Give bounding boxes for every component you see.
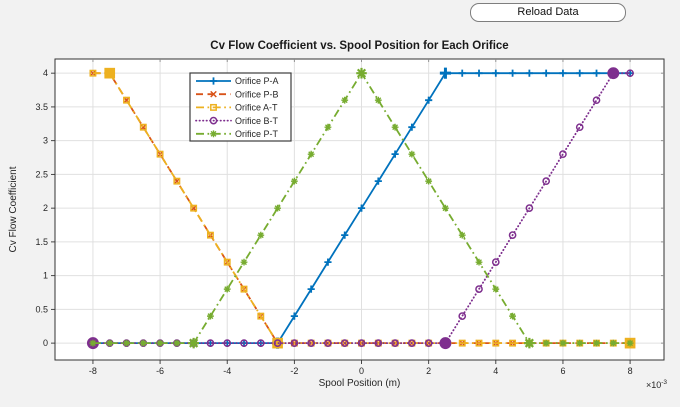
legend-item-orifice-a-t: Orifice A-T [196,103,278,113]
legend-label: Orifice P-B [235,89,279,99]
plot-area [55,59,664,360]
y-axis-label: Cv Flow Coefficient [8,166,19,252]
x-axis-label: Spool Position (m) [319,378,401,389]
svg-text:8: 8 [628,366,633,376]
svg-text:2: 2 [426,366,431,376]
series-orifice-p-t [89,67,634,349]
svg-text:6: 6 [560,366,565,376]
tick-marks [51,59,664,364]
svg-text:3: 3 [43,136,48,146]
tick-labels: -8 -6 -4 -2 0 2 4 6 8 0 0.5 1 1.5 2 2.5 3 3.5 4 [35,68,632,376]
svg-text:0: 0 [359,366,364,376]
svg-text:4: 4 [43,68,48,78]
svg-text:-8: -8 [89,366,97,376]
legend: Orifice P-A Orifice P-B Orifice A-T Orifice… [189,72,292,142]
reload-data-button[interactable]: Reload Data [470,3,626,22]
svg-text:3.5: 3.5 [35,102,48,112]
axes-box [54,58,665,361]
svg-text:0: 0 [43,338,48,348]
legend-label: Orifice P-T [235,129,279,139]
svg-text:4: 4 [493,366,498,376]
legend-box [189,72,292,142]
legend-label: Orifice A-T [235,103,278,113]
legend-label: Orifice P-A [235,76,279,86]
svg-text:2.5: 2.5 [35,169,48,179]
svg-text:-2: -2 [290,366,298,376]
svg-text:1: 1 [43,271,48,281]
svg-text:-4: -4 [223,366,231,376]
chart-title: Cv Flow Coefficient vs. Spool Position f… [210,40,508,52]
legend-item-orifice-p-b: Orifice P-B [196,89,279,99]
svg-text:-6: -6 [156,366,164,376]
legend-label: Orifice B-T [235,116,279,126]
svg-text:0.5: 0.5 [35,304,48,314]
svg-text:1.5: 1.5 [35,237,48,247]
svg-text:2: 2 [43,203,48,213]
legend-item-orifice-b-t: Orifice B-T [195,116,279,126]
legend-item-orifice-p-a: Orifice P-A [196,76,279,86]
legend-item-orifice-p-t: Orifice P-T [196,129,279,139]
x-axis-multiplier: ×10-3 [646,379,667,390]
